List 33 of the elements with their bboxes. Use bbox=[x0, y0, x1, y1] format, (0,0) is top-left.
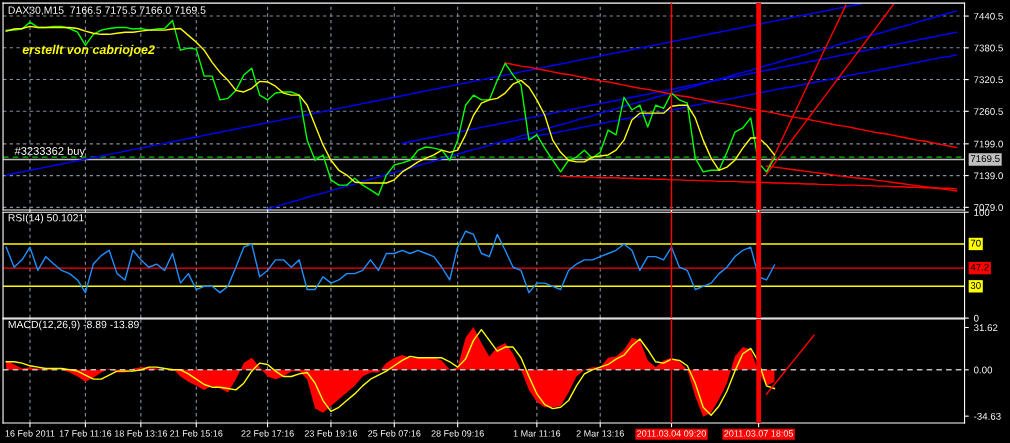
x-tick-label: 2 Mar 13:16 bbox=[576, 430, 624, 437]
ref-line-label: #3233362 buy bbox=[14, 146, 85, 158]
annotation: erstellt von cabriojoe2 bbox=[22, 44, 155, 57]
x-tick-label: 2011.03.04 09:20 bbox=[637, 430, 706, 437]
x-tick-label: 25 Feb 07:16 bbox=[368, 430, 421, 437]
ref-line-label: 7169.5 bbox=[970, 155, 1000, 163]
chart-title: DAX30,M15 7166.5 7175.5 7166.0 7169.5 bbox=[8, 6, 206, 16]
x-tick-label: 17 Feb 11:16 bbox=[59, 430, 112, 437]
x-tick-label: 2011.03.07 18:05 bbox=[724, 430, 794, 437]
chart-title: MACD(12,26,9) -8.89 -13.89 bbox=[8, 320, 139, 331]
ref-line-label: 30 bbox=[970, 282, 981, 289]
y-tick-label: 7079.0 bbox=[974, 204, 1003, 211]
ref-line-label: 47.2 bbox=[970, 263, 989, 271]
x-tick-label: 21 Feb 15:16 bbox=[170, 430, 223, 437]
x-tick-label: 18 Feb 13:16 bbox=[114, 430, 168, 437]
y-tick-label: 31.62 bbox=[973, 324, 998, 332]
x-tick-label: 23 Feb 19:16 bbox=[304, 430, 358, 437]
y-tick-label: 7139.0 bbox=[974, 172, 1003, 180]
chart-title: RSI(14) 50.1021 bbox=[8, 213, 84, 224]
y-tick-label: 7440.5 bbox=[974, 12, 1003, 20]
x-tick-label: 22 Feb 17:16 bbox=[241, 430, 294, 437]
y-tick-label: 7320.5 bbox=[974, 76, 1003, 84]
y-tick-label: 0 bbox=[973, 314, 979, 322]
y-tick-label: 0.00 bbox=[973, 366, 993, 374]
y-tick-label: 7380.5 bbox=[974, 44, 1003, 52]
y-tick-label: 100 bbox=[974, 208, 990, 216]
x-tick-label: 16 Feb 2011 bbox=[5, 430, 55, 437]
y-tick-label: 7260.5 bbox=[974, 108, 1003, 115]
x-tick-label: 28 Feb 09:16 bbox=[431, 430, 484, 437]
y-tick-label: 7199.0 bbox=[974, 140, 1003, 148]
ref-line-label: 70 bbox=[970, 239, 981, 247]
y-tick-label: -34.63 bbox=[974, 412, 1001, 420]
x-tick-label: 1 Mar 11:16 bbox=[513, 430, 561, 437]
